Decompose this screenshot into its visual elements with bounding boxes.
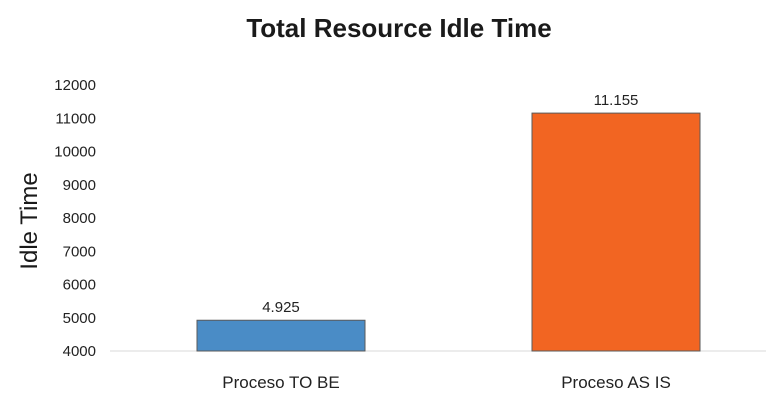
x-tick-label: Proceso TO BE [222, 373, 339, 392]
y-tick-label: 6000 [63, 277, 96, 294]
y-tick-label: 5000 [63, 310, 96, 327]
x-tick-label: Proceso AS IS [561, 373, 671, 392]
y-tick-label: 8000 [63, 210, 96, 227]
y-axis-ticks: 4000 5000 6000 7000 8000 9000 10000 11000 12000 [54, 77, 96, 360]
y-tick-label: 7000 [63, 243, 96, 260]
x-axis-ticks: Proceso TO BE Proceso AS IS [222, 373, 671, 392]
data-label: 11.155 [594, 92, 639, 109]
y-tick-label: 12000 [54, 77, 96, 94]
chart-title: Total Resource Idle Time [246, 13, 551, 43]
bar [532, 113, 700, 351]
y-tick-label: 10000 [54, 144, 96, 161]
y-axis-label: Idle Time [16, 172, 43, 269]
bar [197, 320, 365, 351]
y-tick-label: 4000 [63, 343, 96, 360]
y-tick-label: 11000 [55, 110, 96, 127]
y-tick-label: 9000 [63, 177, 96, 194]
data-label: 4.925 [262, 299, 300, 316]
